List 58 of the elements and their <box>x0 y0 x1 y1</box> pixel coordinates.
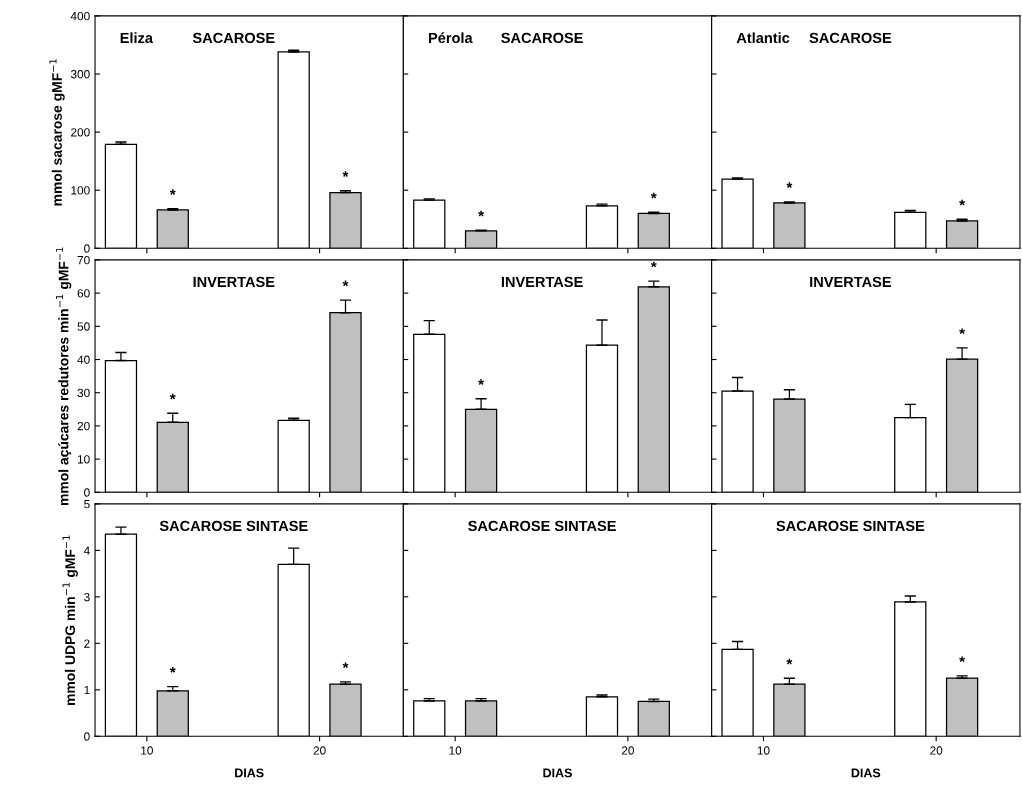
y-tick-label: 40 <box>77 355 90 364</box>
data-label: * <box>169 189 176 195</box>
y-tick-label: 1 <box>84 685 90 695</box>
text: SACAROSE <box>192 32 275 44</box>
data-label: * <box>342 280 349 287</box>
y-tick-label: 60 <box>77 289 90 298</box>
text: SACAROSE SINTASE <box>159 520 308 532</box>
annotation: Atlantic <box>736 32 790 44</box>
annotation: Eliza <box>120 32 154 44</box>
x-tick-label: 10 <box>757 746 770 755</box>
data-label: * <box>959 656 966 663</box>
data-label: * <box>169 667 176 673</box>
text: SACAROSE <box>809 32 892 44</box>
text: SACAROSE SINTASE <box>776 520 925 532</box>
x-axis-title: DIAS <box>851 768 881 778</box>
y-tick-label: 300 <box>70 70 90 79</box>
data-label: * <box>478 379 485 385</box>
data-label: * <box>650 192 657 199</box>
x-axis-title: DIAS <box>235 768 264 778</box>
data-label: * <box>786 658 793 665</box>
y-tick-label: 400 <box>70 11 90 21</box>
x-tick-label: 10 <box>141 746 153 755</box>
text: SACAROSE <box>501 32 583 44</box>
y-tick-label: 70 <box>77 255 90 265</box>
y-axis-title: mmol açúcares redutores min$^{−1}$ gMF$^{−1}$ <box>55 247 72 506</box>
x-tick-label: 20 <box>313 746 326 755</box>
y-tick-label: 0 <box>84 244 90 253</box>
y-tick-label: 30 <box>77 388 90 398</box>
annotation: Pérola <box>428 32 473 44</box>
data-label: * <box>169 393 176 400</box>
y-tick-label: 3 <box>84 592 90 602</box>
text: INVERTASE <box>501 276 583 288</box>
y-tick-label: 50 <box>77 322 90 331</box>
y-axis-title: mmol sacarose gMF$^{−1}$ <box>49 59 65 206</box>
y-tick-label: 4 <box>83 546 90 555</box>
y-tick-label: 0 <box>84 732 90 741</box>
data-label: * <box>959 328 966 335</box>
x-tick-label: 20 <box>621 746 634 755</box>
text: INVERTASE <box>810 276 892 288</box>
data-label: * <box>342 662 349 669</box>
text: SACAROSE SINTASE <box>468 520 616 532</box>
data-label: * <box>959 199 966 206</box>
y-tick-label: 100 <box>71 186 90 195</box>
x-tick-label: 10 <box>449 746 462 755</box>
x-tick-label: 20 <box>930 746 943 755</box>
data-label: * <box>786 182 793 189</box>
data-label: * <box>342 171 349 177</box>
y-tick-label: 0 <box>84 488 90 497</box>
x-axis-title: DIAS <box>543 768 572 778</box>
y-tick-label: 20 <box>77 421 90 431</box>
y-axis-title: mmol UDPG min$^{−1}$ gMF$^{−1}$ <box>62 535 78 706</box>
text: INVERTASE <box>193 276 275 288</box>
y-tick-label: 2 <box>84 639 90 648</box>
y-tick-label: 5 <box>84 500 90 509</box>
y-tick-label: 10 <box>77 455 90 464</box>
data-label: * <box>650 261 657 268</box>
data-label: * <box>478 210 485 217</box>
y-tick-label: 200 <box>71 128 90 137</box>
